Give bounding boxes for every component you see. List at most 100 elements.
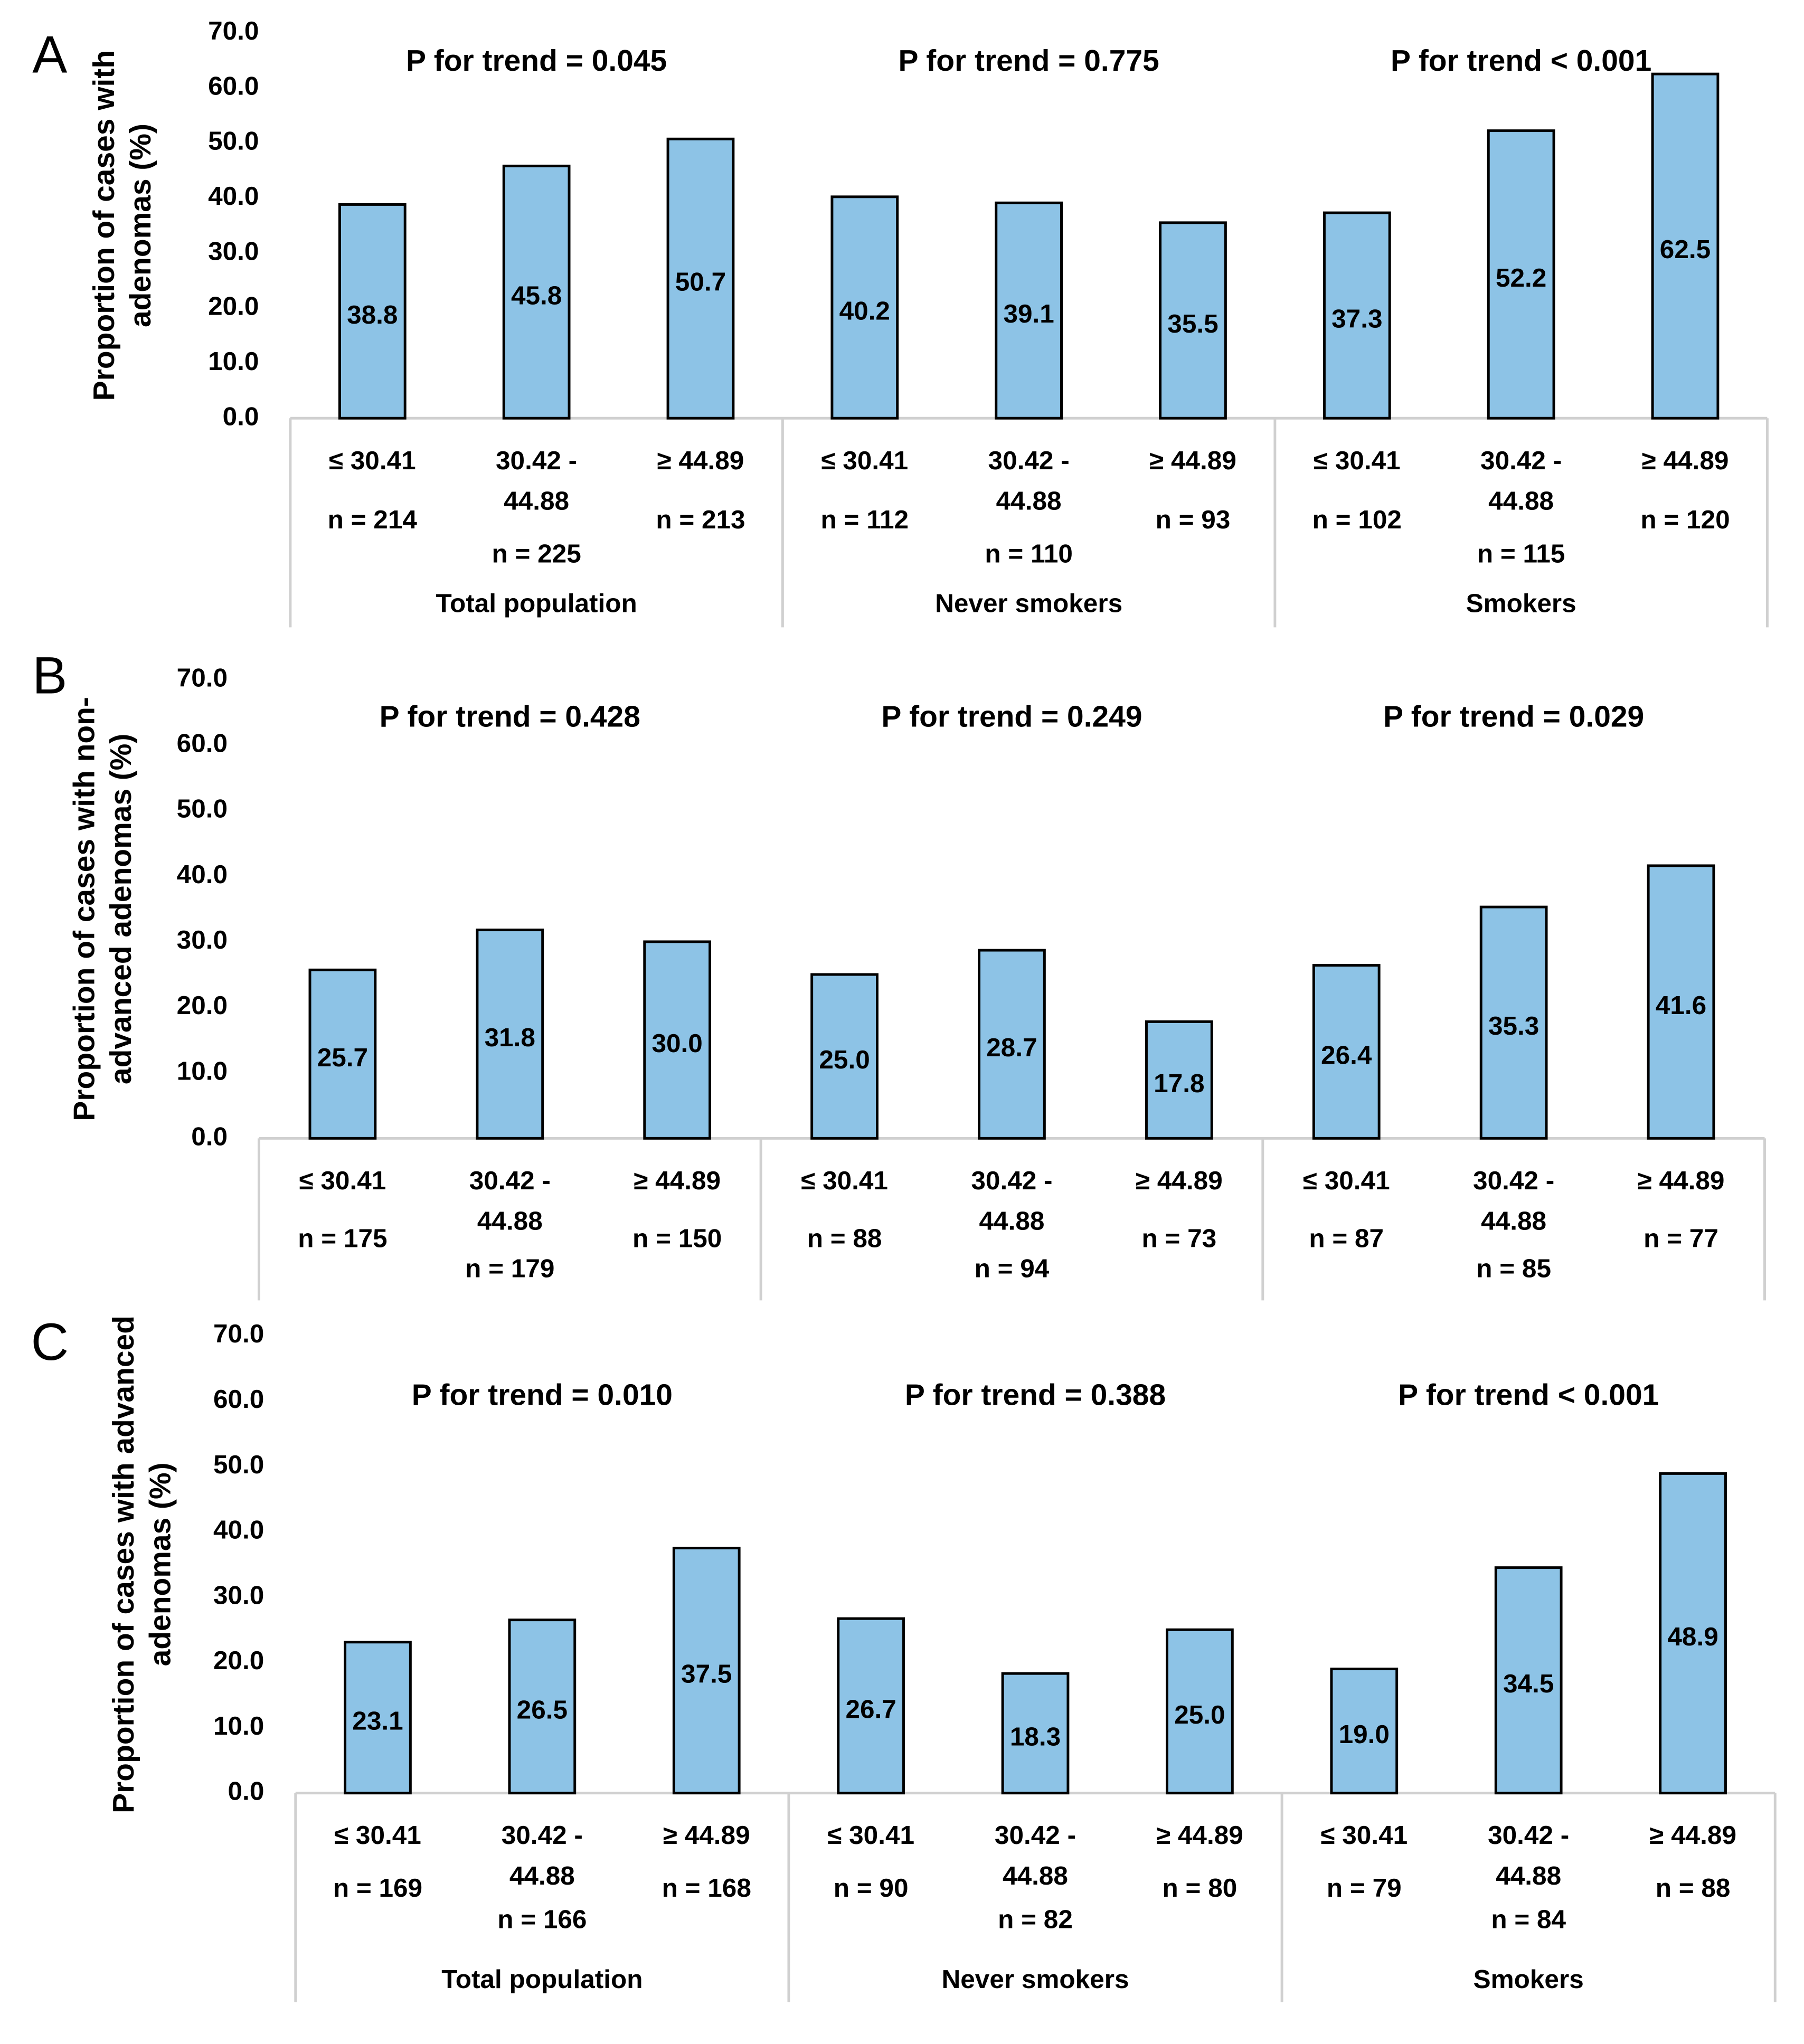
x-tick-label: ≤ 30.41 — [821, 447, 909, 476]
y-axis-label-line: Proportion of cases with advanced — [107, 1316, 140, 1813]
n-label: n = 90 — [834, 1873, 909, 1903]
x-tick-label: ≥ 44.89 — [1641, 447, 1729, 476]
bar — [1166, 1628, 1234, 1795]
category-label-box: 30.42 - 44.88 — [1480, 447, 1562, 516]
value-label: 50.7 — [675, 268, 726, 297]
category-label-box: ≤ 30.41 — [821, 447, 909, 476]
n-label: n = 82 — [998, 1905, 1073, 1934]
x-tick-label: 30.42 - 44.88 — [1473, 1167, 1555, 1237]
bar — [978, 949, 1046, 1140]
trend-label: P for trend = 0.249 — [881, 700, 1142, 734]
y-tick-label: 20.0 — [213, 1646, 264, 1675]
category-label-box: ≥ 44.89 — [1156, 1822, 1243, 1850]
bar — [1659, 1472, 1727, 1795]
n-label: n = 120 — [1640, 505, 1730, 534]
x-tick-label: ≤ 30.41 — [1302, 1167, 1390, 1196]
bar — [508, 1619, 577, 1795]
x-tick-label: ≤ 30.41 — [1320, 1822, 1408, 1851]
category-label-box: ≥ 44.89 — [1136, 1167, 1223, 1196]
n-label: n = 88 — [807, 1224, 882, 1253]
category-label-box: 30.42 - 44.88 — [1488, 1822, 1570, 1891]
n-label: n = 166 — [497, 1905, 587, 1934]
bar — [1145, 1020, 1213, 1140]
n-label: n = 150 — [632, 1224, 722, 1253]
y-axis-label-line: adenomas (%) — [143, 1462, 177, 1666]
value-label: 25.7 — [317, 1043, 368, 1072]
value-label: 26.4 — [1321, 1040, 1372, 1070]
n-label: n = 214 — [328, 505, 418, 534]
y-tick-label: 10.0 — [177, 1056, 228, 1085]
value-label: 45.8 — [511, 281, 562, 310]
y-tick-label: 20.0 — [208, 292, 259, 321]
value-label: 25.0 — [819, 1045, 870, 1074]
n-label: n = 94 — [975, 1254, 1050, 1283]
y-tick-label: 60.0 — [213, 1385, 264, 1414]
category-label-box: 30.42 - 44.88 — [971, 1167, 1053, 1237]
value-label: 52.2 — [1496, 263, 1546, 292]
value-label: 17.8 — [1154, 1069, 1204, 1098]
trend-label: P for trend = 0.010 — [412, 1378, 673, 1412]
value-label: 26.7 — [845, 1695, 896, 1724]
x-tick-label: 30.42 - 44.88 — [496, 447, 578, 516]
x-tick-label: ≥ 44.89 — [663, 1822, 750, 1851]
category-label-box: 30.42 - 44.88 — [502, 1822, 583, 1891]
y-tick-label: 0.0 — [191, 1122, 228, 1151]
x-tick-label: ≤ 30.41 — [827, 1822, 915, 1851]
bar — [1651, 72, 1720, 420]
category-label-box: 30.42 - 44.88 — [988, 447, 1070, 516]
bar — [1494, 1566, 1563, 1795]
panel-letter: C — [31, 1312, 69, 1371]
category-label-box: ≥ 44.89 — [1649, 1822, 1737, 1851]
bar — [1323, 211, 1391, 420]
x-tick-label: ≤ 30.41 — [334, 1822, 421, 1851]
x-tick-label: 30.42 - 44.88 — [971, 1167, 1053, 1237]
group-label: Total population — [436, 589, 637, 618]
bar — [995, 201, 1063, 420]
n-label: n = 85 — [1476, 1254, 1551, 1283]
bar — [1647, 864, 1715, 1140]
value-label: 34.5 — [1503, 1669, 1554, 1698]
bar — [1487, 129, 1555, 420]
x-tick-label: ≥ 44.89 — [1637, 1167, 1725, 1196]
n-label: n = 88 — [1656, 1873, 1731, 1903]
panel-letter: A — [32, 25, 67, 84]
bar — [1479, 905, 1548, 1140]
category-label-box: 30.42 - 44.88 — [469, 1167, 551, 1236]
panel-letter: B — [32, 646, 67, 705]
trend-label: P for trend = 0.388 — [905, 1378, 1166, 1412]
value-label: 38.8 — [347, 300, 398, 329]
y-tick-label: 40.0 — [177, 860, 228, 889]
y-tick-label: 60.0 — [208, 71, 259, 100]
y-tick-label: 50.0 — [208, 127, 259, 156]
y-tick-label: 70.0 — [177, 663, 228, 692]
n-label: n = 169 — [333, 1873, 422, 1903]
y-axis-label-line: Proportion of cases with — [87, 50, 121, 401]
category-label-box: ≤ 30.41 — [1314, 447, 1401, 476]
x-tick-label: 30.42 - 44.88 — [1480, 447, 1562, 516]
x-tick-label: ≥ 44.89 — [1649, 1822, 1737, 1851]
n-label: n = 110 — [985, 539, 1073, 568]
category-label-box: ≤ 30.41 — [329, 447, 416, 476]
y-tick-label: 70.0 — [213, 1319, 264, 1348]
y-tick-label: 30.0 — [208, 236, 259, 266]
y-tick-label: 70.0 — [208, 16, 259, 45]
category-label-box: 30.42 - 44.88 — [496, 447, 578, 516]
y-axis-label-line: adenomas (%) — [124, 124, 157, 327]
y-axis-label: Proportion of cases with non-advanced ad… — [68, 697, 138, 1121]
n-label: n = 93 — [1156, 505, 1231, 534]
x-tick-label: 30.42 - 44.88 — [1488, 1822, 1570, 1891]
category-label-box: ≥ 44.89 — [634, 1167, 721, 1196]
n-label: n = 115 — [1477, 539, 1565, 568]
y-tick-label: 0.0 — [228, 1777, 265, 1806]
bar — [1001, 1672, 1070, 1795]
x-tick-label: ≥ 44.89 — [634, 1167, 721, 1196]
value-label: 35.3 — [1488, 1011, 1539, 1040]
bar — [830, 195, 899, 420]
value-label: 25.0 — [1174, 1700, 1225, 1729]
value-label: 40.2 — [839, 296, 890, 325]
y-axis-label: Proportion of cases with advanced adenoma… — [107, 1316, 177, 1813]
group-label: Total population — [441, 1965, 643, 1994]
bar — [643, 940, 712, 1140]
n-label: n = 213 — [656, 505, 745, 534]
